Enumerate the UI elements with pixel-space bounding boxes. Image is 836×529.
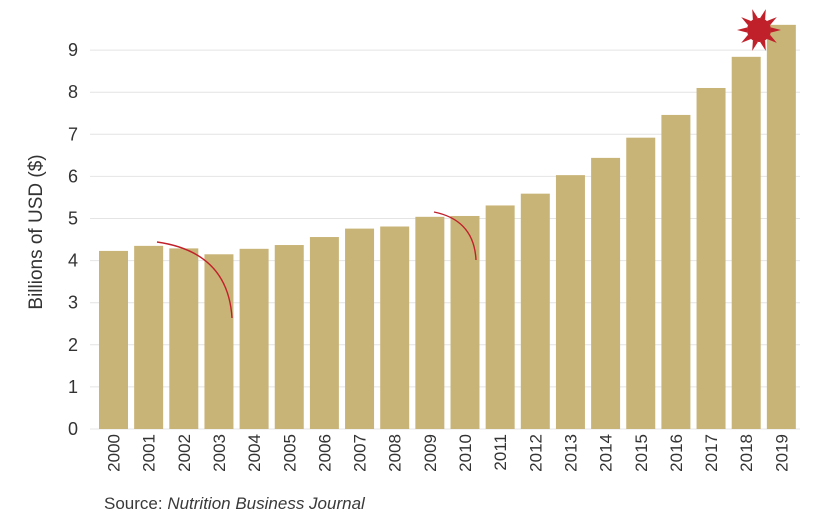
bar-2013 [555,175,585,429]
bar-2016 [661,114,691,430]
sun-icon [737,9,781,51]
bar-2003 [204,254,234,429]
y-tick-label: 7 [68,124,78,144]
x-tick-label: 2004 [245,434,264,472]
sun-ray [741,17,752,26]
y-tick-label: 8 [68,82,78,102]
y-tick-label: 0 [68,419,78,439]
source-label: Source: [104,494,168,513]
y-tick-label: 5 [68,209,78,229]
x-tick-label: 2019 [772,434,791,472]
x-tick-label: 2011 [491,434,510,471]
bar-2005 [274,245,304,429]
x-tick-label: 2002 [175,434,194,472]
bar-2014 [591,157,621,429]
x-tick-label: 2016 [667,434,686,472]
bar-2001 [134,245,164,429]
x-tick-label: 2000 [105,434,124,472]
bar-2006 [309,237,339,429]
bar-2010 [450,215,480,429]
x-tick-label: 2012 [526,434,545,472]
y-tick-label: 3 [68,293,78,313]
bar-2012 [520,193,550,429]
bar-2008 [380,226,410,429]
sun-ray [770,27,781,33]
bar-2018 [731,56,761,429]
x-tick-label: 2007 [351,434,370,472]
bar-2015 [626,137,656,429]
trend-arc-2002 [156,241,233,319]
bar-2007 [345,228,375,429]
sun-ray [741,34,752,43]
sun-ray [752,40,758,51]
y-axis-ticks: 0 1 2 3 4 5 6 7 8 9 [68,40,78,439]
y-axis-label: Billions of USD ($) [26,154,47,309]
x-tick-label: 2003 [210,434,229,472]
x-axis-ticks: 2000 2001 2002 2003 2004 2005 2006 2007 2008 2009… [105,434,792,472]
bar-2017 [696,87,726,430]
sun-ray [760,40,766,51]
bars [99,24,796,430]
x-tick-label: 2017 [702,434,721,472]
source-name: Nutrition Business Journal [167,494,365,513]
y-tick-label: 1 [68,377,78,397]
x-tick-label: 2006 [315,434,334,472]
sun-core [747,18,771,42]
bar-2004 [239,248,269,429]
sun-ray [737,27,748,33]
x-tick-label: 2015 [632,434,651,472]
x-tick-label: 2014 [597,434,616,472]
trend-arc-2009 [433,211,477,261]
y-tick-label: 4 [68,251,78,271]
annotations [156,9,781,319]
sun-ray [752,9,758,20]
sun-ray [766,34,777,43]
y-tick-label: 6 [68,166,78,186]
bar-2019 [766,24,796,430]
bar-2011 [485,205,515,429]
x-tick-label: 2008 [386,434,405,472]
bar-2009 [415,216,445,429]
source-note: Source: Nutrition Business Journal [104,494,365,514]
x-tick-label: 2013 [561,434,580,472]
bar-2000 [99,250,128,429]
x-tick-label: 2001 [140,434,159,472]
y-tick-label: 2 [68,335,78,355]
bar-2002 [169,248,199,429]
x-tick-label: 2009 [421,434,440,472]
sun-ray [760,9,766,20]
x-tick-label: 2005 [280,434,299,472]
y-tick-label: 9 [68,40,78,60]
sun-ray [766,17,777,26]
x-tick-label: 2010 [456,434,475,472]
x-tick-label: 2018 [737,434,756,472]
